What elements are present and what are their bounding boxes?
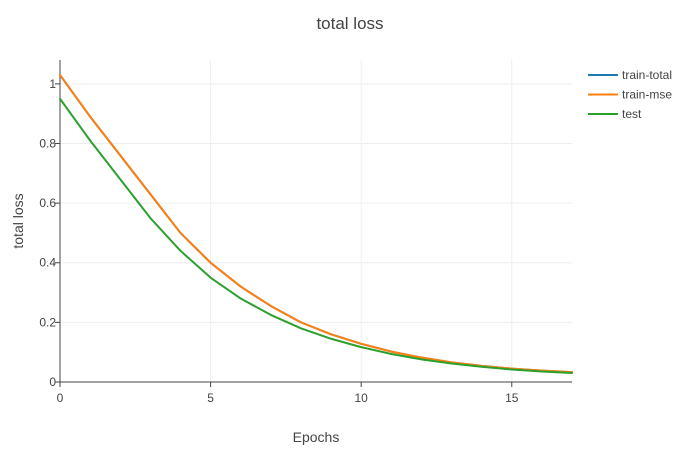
x-axis-title: Epochs — [293, 429, 340, 445]
x-tick-label: 15 — [505, 391, 519, 405]
x-tick-label: 5 — [207, 391, 214, 405]
y-tick-label: 0.8 — [39, 136, 56, 150]
legend-label-test[interactable]: test — [622, 107, 642, 121]
y-tick-label: 0.4 — [39, 256, 56, 270]
series-line-train-mse — [59, 73, 573, 374]
y-tick-label: 0.6 — [39, 196, 56, 210]
y-tick-label: 0.2 — [39, 315, 56, 329]
x-tick-label: 10 — [354, 391, 368, 405]
y-tick-label: 0 — [49, 375, 56, 389]
y-axis-title: total loss — [10, 193, 26, 248]
y-tick-label: 1 — [49, 77, 56, 91]
legend-label-train-mse[interactable]: train-mse — [622, 88, 672, 102]
x-tick-label: 0 — [57, 391, 64, 405]
legend-label-train-total[interactable]: train-total — [622, 68, 672, 82]
series-line-test — [59, 97, 573, 375]
chart-title: total loss — [316, 14, 383, 33]
